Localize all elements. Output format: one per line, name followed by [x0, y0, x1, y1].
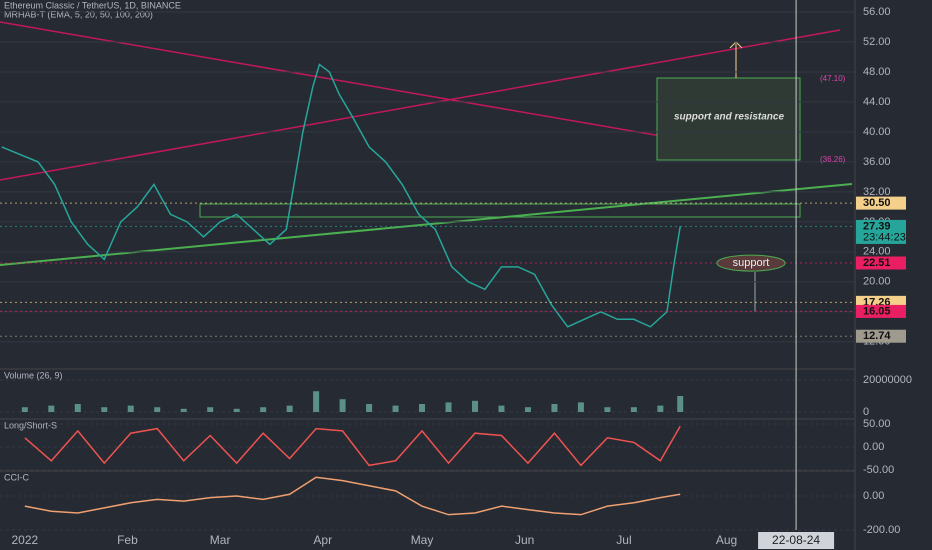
price-label: 22.51 — [863, 257, 891, 269]
bar — [127, 405, 134, 412]
x-tick-label: Mar — [210, 533, 231, 547]
bar — [180, 408, 187, 412]
chart-title: Ethereum Classic / TetherUS, 1D, BINANCE — [4, 0, 181, 10]
price-label: 27.39 — [863, 220, 891, 232]
countdown: 23:44:23 — [863, 231, 906, 243]
price-label-box — [856, 329, 906, 343]
bar — [366, 404, 373, 412]
bar — [154, 407, 161, 412]
x-tick-label: Jul — [616, 533, 631, 547]
bar — [657, 405, 664, 412]
y-tick-label: -50.00 — [863, 464, 894, 476]
y-tick-label: 32.00 — [863, 186, 891, 198]
bar — [260, 407, 267, 412]
price-line — [24, 476, 681, 516]
bar — [472, 400, 478, 412]
price-label: 30.50 — [863, 197, 891, 209]
price-label-box — [856, 196, 906, 210]
bar — [339, 399, 346, 412]
x-tick-label: Apr — [313, 533, 332, 547]
zone-box — [199, 203, 801, 218]
bar — [577, 402, 584, 412]
bar — [677, 396, 684, 412]
y-tick-label: 0 — [863, 406, 869, 418]
panel-title: Long/Short-S — [4, 420, 57, 430]
bar — [419, 404, 426, 412]
price-label: 16.05 — [863, 305, 891, 317]
y-tick-label: 20.00 — [863, 276, 891, 288]
bar — [286, 405, 293, 412]
x-tick-label: Aug — [716, 533, 737, 547]
zone-box — [656, 77, 801, 161]
bar — [207, 407, 214, 412]
level-annotation: (47.10) — [820, 74, 846, 83]
cursor-label: 22-08-24 — [772, 533, 820, 547]
bar — [48, 405, 55, 412]
y-tick-label: 50.00 — [863, 418, 891, 430]
y-tick-label: 40.00 — [863, 126, 891, 138]
cursor-label-box — [758, 532, 835, 549]
bar — [392, 405, 399, 412]
bar — [21, 407, 28, 412]
trend-line — [0, 29, 841, 181]
price-label: 12.74 — [863, 330, 891, 342]
bar — [445, 402, 452, 412]
y-tick-label: 44.00 — [863, 96, 891, 108]
bar — [524, 407, 531, 412]
price-line — [24, 425, 681, 467]
y-tick-label: -200.00 — [863, 524, 900, 536]
level-annotation: (36.26) — [820, 155, 846, 164]
y-tick-label: 20000000 — [863, 374, 912, 386]
y-tick-label: 36.00 — [863, 156, 891, 168]
y-tick-label: 52.00 — [863, 36, 891, 48]
x-tick-label: 2022 — [11, 533, 38, 547]
bar — [313, 391, 320, 412]
y-tick-label: 24.00 — [863, 246, 891, 258]
panel-title: CCI-C — [4, 472, 29, 482]
x-tick-label: May — [411, 533, 434, 547]
x-tick-label: Jun — [515, 533, 534, 547]
bar — [630, 407, 637, 412]
annotation: support — [733, 257, 770, 269]
y-tick-label: 48.00 — [863, 66, 891, 78]
bar — [74, 404, 81, 412]
bar — [604, 407, 611, 412]
chart-subtitle: MRHAB-T (EMA, 5, 20, 50, 100, 200) — [4, 9, 153, 19]
panel-title: Volume (26, 9) — [4, 370, 63, 380]
price-label-box — [856, 219, 906, 244]
annotation: support and resistance — [674, 112, 784, 123]
bar — [233, 408, 240, 412]
x-tick-label: Feb — [117, 533, 138, 547]
y-tick-label: 0.00 — [863, 441, 884, 453]
y-tick-label: 0.00 — [863, 490, 884, 502]
price-label-box — [856, 256, 906, 270]
bar — [101, 407, 108, 412]
annotation-bubble — [716, 254, 786, 272]
bar — [551, 404, 558, 412]
bar — [498, 405, 505, 412]
price-label-box — [856, 304, 906, 318]
y-tick-label: 56.00 — [863, 6, 891, 18]
